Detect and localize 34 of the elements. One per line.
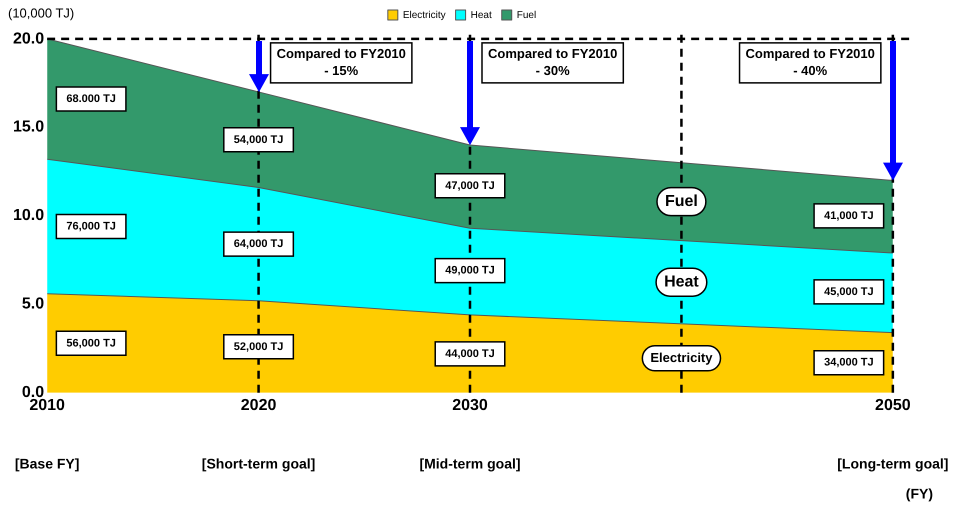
y-axis-title: (10,000 TJ)	[8, 6, 74, 21]
annotation: 68.000 TJ	[66, 93, 116, 106]
text: Electricity	[650, 350, 713, 365]
annotation: Compared to FY2010 - 15%	[276, 46, 406, 78]
y-tick-label: 10.0	[13, 207, 44, 224]
annotation: 44,000 TJ	[445, 348, 495, 360]
y-tick-label: 15.0	[13, 118, 44, 136]
annotation: 56,000 TJ	[66, 337, 116, 350]
annotation: 64,000 TJ	[234, 238, 284, 250]
text: (FY)	[906, 486, 933, 502]
annotation: 41,000 TJ	[824, 210, 874, 222]
annotation: 49,000 TJ	[445, 264, 495, 277]
legend-label: Electricity	[402, 10, 446, 21]
annotation: Compared to FY2010 - 40%	[746, 46, 875, 78]
text: Heat	[664, 274, 699, 291]
y-tick-label: 5.0	[22, 296, 44, 313]
x-tick-label: 2030	[452, 396, 488, 414]
y-tick-label: 20.0	[13, 30, 44, 48]
text: [Mid-term goal]	[419, 456, 521, 472]
text: [Short-term goal]	[202, 456, 316, 472]
text: [Base FY]	[14, 456, 80, 472]
annotation: 76,000 TJ	[66, 220, 116, 232]
annotation: 52,000 TJ	[234, 340, 284, 353]
annotation: Compared to FY2010 - 30%	[488, 46, 618, 78]
legend-label: Heat	[470, 10, 492, 21]
annotation: 34,000 TJ	[824, 356, 874, 369]
legend-label: Fuel	[516, 10, 536, 21]
annotation: 54,000 TJ	[234, 134, 284, 146]
x-tick-label: 2020	[240, 396, 276, 414]
text: [Long-term goal]	[837, 456, 948, 472]
annotation: 47,000 TJ	[445, 180, 495, 192]
text: Fuel	[664, 193, 698, 210]
x-tick-label: 2050	[875, 396, 911, 414]
annotation: 45,000 TJ	[824, 286, 874, 298]
